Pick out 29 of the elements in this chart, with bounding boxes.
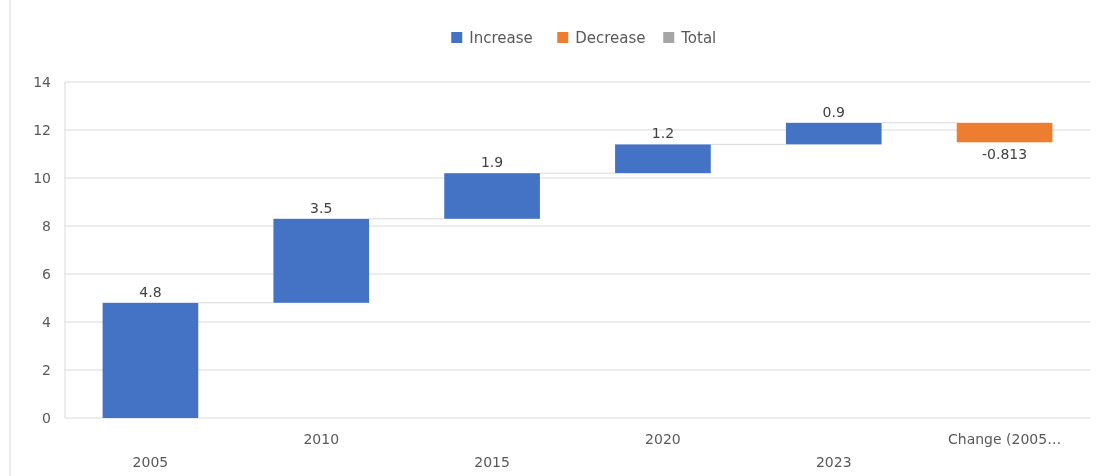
bar	[785, 122, 882, 145]
data-label: 1.2	[651, 125, 675, 142]
y-tick-label: 12	[33, 122, 51, 138]
bar	[102, 302, 199, 418]
bar	[615, 144, 711, 174]
legend-label: Increase	[469, 29, 533, 47]
y-tick-label: 8	[42, 218, 51, 234]
data-label: 3.5	[310, 199, 333, 216]
bar	[444, 173, 540, 219]
data-label: 4.8	[139, 283, 162, 300]
y-tick-label: 0	[42, 410, 51, 426]
x-tick-label: 2015	[474, 454, 510, 470]
y-tick-label: 6	[42, 266, 52, 282]
bar	[956, 122, 1053, 143]
y-tick-label: 2	[42, 362, 51, 378]
legend-label: Total	[680, 29, 717, 47]
x-tick-label: Change (2005…	[948, 431, 1062, 447]
y-tick-label: 10	[33, 170, 51, 186]
x-tick-label: 2010	[303, 431, 340, 447]
x-tick-label: 2023	[815, 454, 852, 470]
x-tick-label: 2020	[645, 431, 681, 447]
y-tick-label: 4	[42, 314, 52, 330]
legend-label: Decrease	[575, 29, 646, 47]
data-label: 0.9	[822, 103, 845, 120]
bar	[273, 218, 370, 303]
data-label: -0.813	[982, 146, 1028, 163]
data-label: 1.9	[480, 154, 504, 171]
x-tick-label: 2005	[132, 454, 169, 470]
y-tick-label: 14	[33, 74, 52, 90]
